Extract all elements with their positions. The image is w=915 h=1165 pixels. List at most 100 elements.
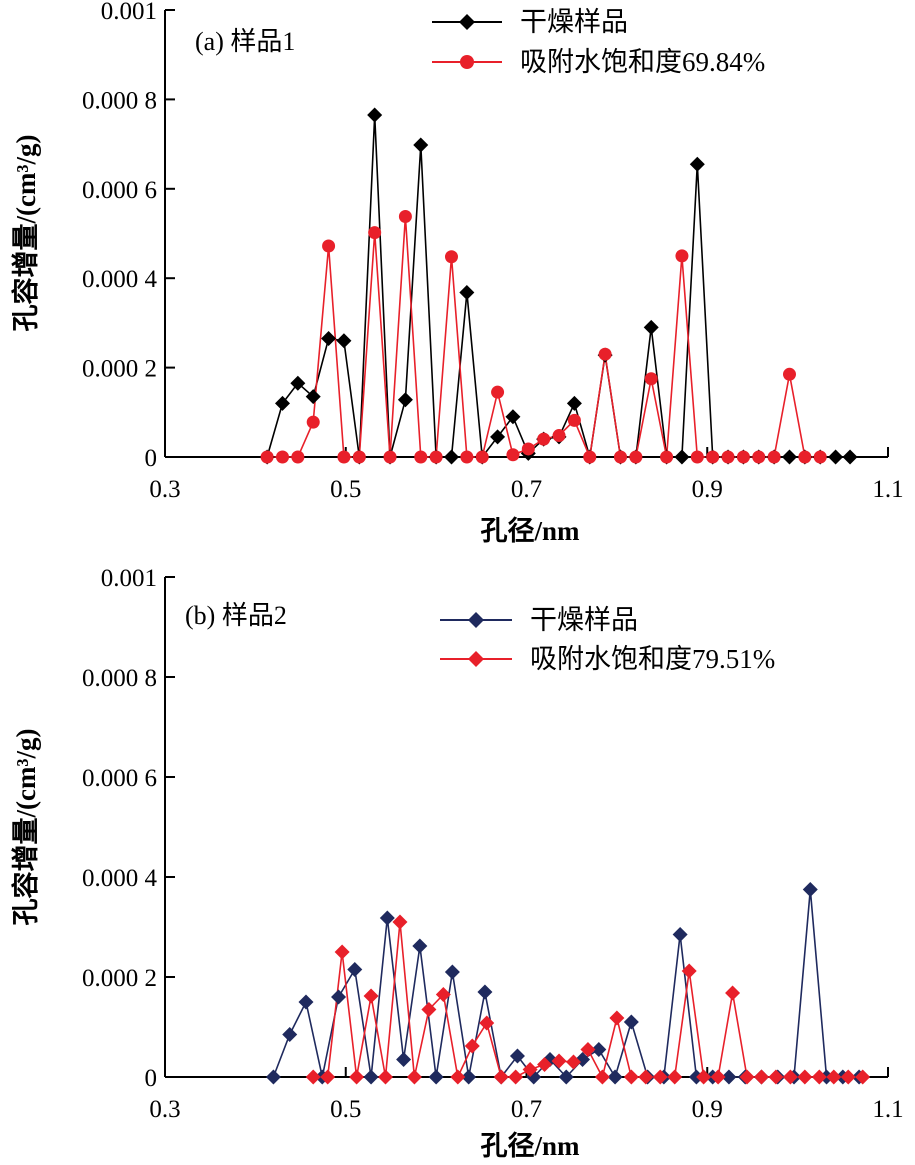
legend: 干燥样品 吸附水饱和度69.84% xyxy=(432,7,765,77)
y-tick-label: 0.000 6 xyxy=(82,765,157,792)
x-axis-title: 孔径/nm xyxy=(480,1131,580,1161)
data-point xyxy=(505,409,521,425)
data-point xyxy=(643,319,659,335)
data-point xyxy=(660,450,674,464)
data-point xyxy=(638,1069,654,1085)
data-point xyxy=(690,450,704,464)
data-point xyxy=(565,1054,581,1070)
x-tick-label: 0.3 xyxy=(149,1096,180,1123)
data-point xyxy=(412,938,428,954)
data-point xyxy=(644,372,658,386)
data-point xyxy=(320,1069,336,1085)
data-point xyxy=(396,1052,412,1067)
data-point xyxy=(397,392,413,408)
x-tick-label: 0.9 xyxy=(692,1096,723,1123)
data-point xyxy=(675,249,689,263)
data-point xyxy=(521,442,535,456)
data-point xyxy=(475,450,489,464)
data-point xyxy=(613,450,627,464)
data-point xyxy=(583,450,597,464)
data-point xyxy=(566,395,582,411)
data-point xyxy=(367,107,383,123)
y-tick-label: 0.001 xyxy=(101,0,157,25)
data-point xyxy=(298,994,314,1010)
data-point xyxy=(855,1069,871,1085)
data-point xyxy=(460,450,474,464)
data-point xyxy=(321,331,337,347)
data-point xyxy=(753,1069,769,1085)
data-point xyxy=(383,450,397,464)
data-point xyxy=(782,367,796,381)
data-point xyxy=(598,347,612,361)
data-point xyxy=(710,1069,726,1085)
data-point xyxy=(490,429,506,445)
x-tick-label: 0.5 xyxy=(330,1096,361,1123)
y-tick-label: 0.000 4 xyxy=(82,865,158,892)
data-point xyxy=(674,449,690,465)
data-point xyxy=(450,1069,466,1085)
data-point xyxy=(290,375,306,391)
legend-label-0: 干燥样品 xyxy=(530,605,638,635)
data-point xyxy=(305,389,321,405)
data-point xyxy=(274,395,290,411)
x-tick-label: 0.9 xyxy=(692,476,723,503)
data-point xyxy=(435,987,451,1002)
data-point xyxy=(696,1069,712,1085)
data-point xyxy=(629,450,643,464)
data-point xyxy=(444,250,458,264)
data-point xyxy=(591,1042,607,1057)
data-point xyxy=(798,450,812,464)
data-point xyxy=(392,914,408,930)
legend-label-1: 吸附水饱和度79.51% xyxy=(530,644,775,674)
series-line-1 xyxy=(267,216,821,460)
data-point xyxy=(406,1069,422,1085)
data-point xyxy=(537,432,551,446)
y-tick-label: 0.000 4 xyxy=(82,266,158,293)
data-point xyxy=(828,449,844,465)
data-point xyxy=(444,964,460,980)
x-tick-label: 0.5 xyxy=(330,476,361,503)
data-point xyxy=(609,1010,625,1026)
series-line-0 xyxy=(266,114,850,460)
data-point xyxy=(428,1069,444,1085)
data-point xyxy=(752,450,766,464)
data-point xyxy=(291,450,305,464)
data-point xyxy=(706,450,720,464)
series-layer xyxy=(265,882,871,1085)
panel-label: (a) 样品1 xyxy=(195,27,295,56)
data-point xyxy=(265,1069,281,1085)
data-point xyxy=(607,1069,623,1085)
y-tick-label: 0.000 8 xyxy=(82,665,157,692)
data-point xyxy=(477,984,493,1000)
y-tick-label: 0.000 8 xyxy=(82,87,157,114)
data-point xyxy=(349,1069,365,1085)
data-point xyxy=(347,962,363,977)
data-point xyxy=(275,450,289,464)
x-axis-title: 孔径/nm xyxy=(480,516,580,546)
data-point xyxy=(336,333,352,349)
y-tick-label: 0.000 2 xyxy=(82,965,157,992)
data-point xyxy=(813,450,827,464)
data-point xyxy=(623,1014,639,1030)
data-point xyxy=(681,963,697,979)
data-point xyxy=(594,1069,610,1085)
data-point xyxy=(721,1069,737,1085)
data-point xyxy=(429,450,443,464)
data-point xyxy=(443,449,459,465)
y-axis-title: 孔容增量/(cm³/g) xyxy=(10,134,41,331)
chart-panel-a: 0.3 0.5 0.7 0.9 1.1 0 0.000 2 0.000 4 0.000 6 0.0… xyxy=(10,0,904,546)
legend-marker-0 xyxy=(468,612,484,628)
y-tick-label: 0.000 2 xyxy=(82,356,157,383)
data-point xyxy=(558,1069,574,1085)
data-point xyxy=(768,1069,784,1085)
data-point xyxy=(282,1027,298,1042)
data-point xyxy=(363,988,379,1004)
data-point xyxy=(322,239,336,253)
data-point xyxy=(672,927,688,942)
data-point xyxy=(781,449,797,465)
data-point xyxy=(363,1069,379,1085)
chart-panel-b: 0.3 0.5 0.7 0.9 1.1 0 0.000 2 0.000 4 0.000 6 0.0… xyxy=(10,565,904,1161)
data-point xyxy=(552,429,566,443)
data-point xyxy=(337,450,351,464)
